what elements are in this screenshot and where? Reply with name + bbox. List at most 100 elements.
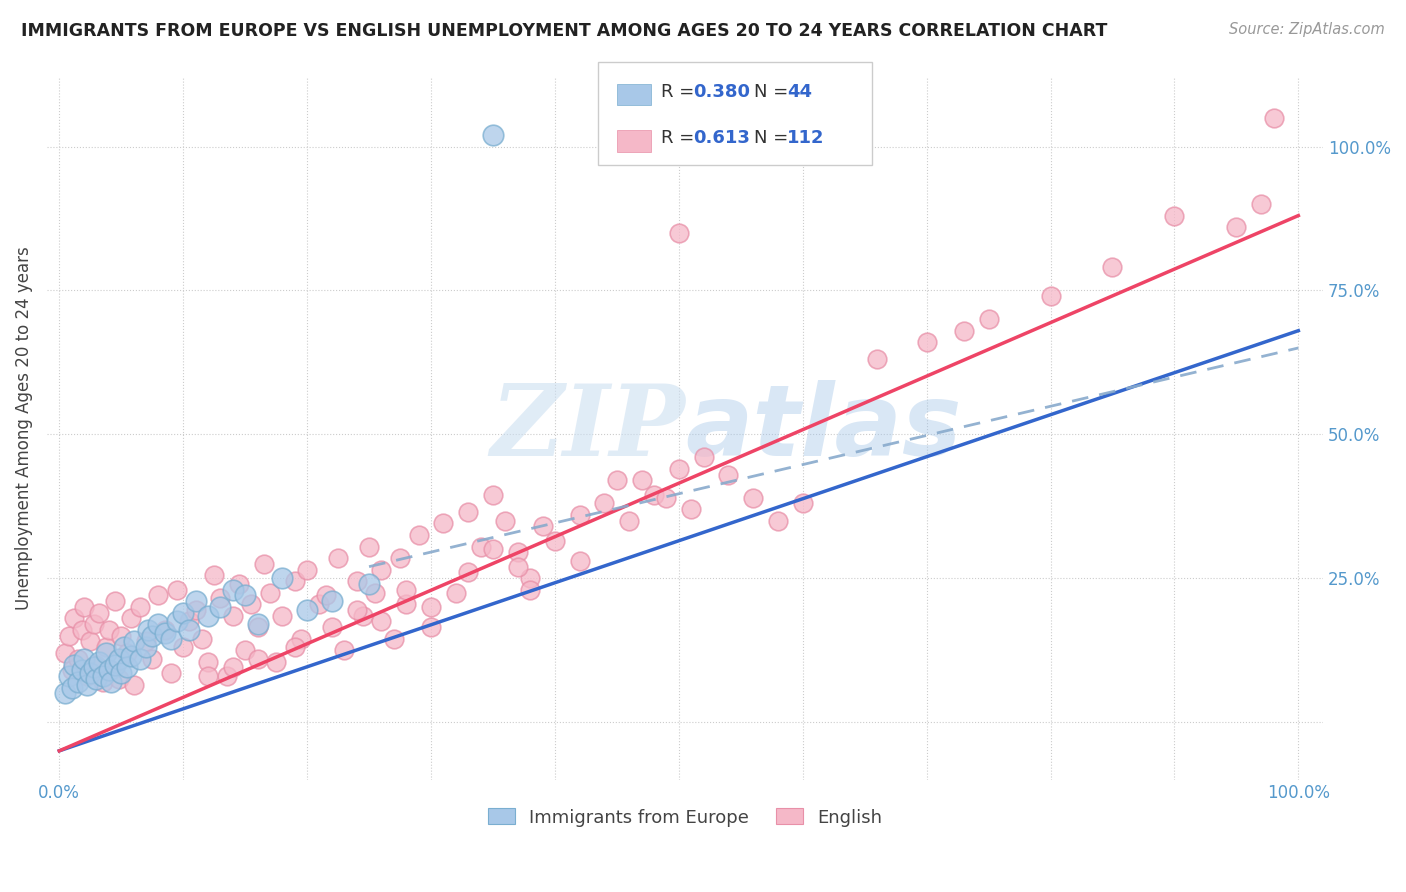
Point (681, 502, 703, 516)
Point (107, 652, 129, 666)
Point (321, 620, 343, 634)
Point (389, 551, 412, 566)
Point (222, 582, 245, 597)
Point (172, 640, 194, 655)
Point (172, 606, 194, 620)
Point (122, 634, 145, 648)
Point (568, 554, 591, 568)
Point (202, 568, 225, 582)
Point (506, 545, 529, 559)
Point (153, 623, 176, 637)
Point (1263, 111, 1285, 125)
Point (482, 128, 505, 142)
Point (96, 640, 118, 655)
Point (630, 473, 652, 487)
Point (321, 594, 343, 608)
Point (148, 589, 170, 603)
Point (70, 623, 93, 637)
Point (73, 599, 96, 614)
Point (593, 496, 616, 510)
Text: R =: R = (661, 83, 700, 101)
Point (159, 632, 181, 646)
Text: 112: 112 (787, 129, 825, 147)
Point (420, 620, 443, 634)
Text: 44: 44 (787, 83, 813, 101)
Legend: Immigrants from Europe, English: Immigrants from Europe, English (481, 801, 890, 834)
Point (519, 582, 541, 597)
Point (148, 617, 170, 632)
Point (246, 617, 269, 632)
Point (370, 615, 392, 629)
Point (179, 615, 201, 629)
Point (86, 657, 108, 672)
Point (100, 663, 122, 677)
Point (79, 634, 101, 648)
Point (240, 597, 263, 611)
Point (86, 672, 108, 686)
Point (91, 669, 114, 683)
Point (184, 603, 207, 617)
Point (717, 467, 740, 482)
Point (470, 540, 492, 554)
Text: IMMIGRANTS FROM EUROPE VS ENGLISH UNEMPLOYMENT AMONG AGES 20 TO 24 YEARS CORRELA: IMMIGRANTS FROM EUROPE VS ENGLISH UNEMPL… (21, 22, 1108, 40)
Y-axis label: Unemployment Among Ages 20 to 24 years: Unemployment Among Ages 20 to 24 years (15, 247, 32, 610)
Text: R =: R = (661, 129, 700, 147)
Point (1225, 220, 1247, 235)
Text: 0.380: 0.380 (693, 83, 751, 101)
Point (87, 655, 110, 669)
Point (60, 681, 83, 695)
Point (104, 657, 127, 672)
Point (222, 660, 245, 674)
Point (271, 571, 294, 585)
Point (233, 589, 256, 603)
Point (184, 594, 207, 608)
Point (326, 551, 349, 566)
Point (766, 514, 789, 528)
Point (253, 557, 276, 571)
Point (141, 629, 163, 643)
Point (166, 615, 188, 629)
Point (135, 634, 157, 648)
Point (264, 655, 287, 669)
Text: atlas: atlas (685, 380, 962, 477)
Point (457, 505, 479, 519)
Point (444, 585, 467, 599)
Point (271, 608, 294, 623)
Point (197, 669, 219, 683)
Point (117, 646, 139, 660)
Point (619, 514, 641, 528)
Point (76, 669, 98, 683)
Point (506, 559, 529, 574)
Point (191, 632, 214, 646)
Point (233, 643, 256, 657)
Point (141, 652, 163, 666)
Point (107, 672, 129, 686)
Point (209, 599, 232, 614)
Point (209, 591, 232, 606)
Point (197, 655, 219, 669)
Point (58, 629, 80, 643)
Point (742, 491, 765, 505)
Point (606, 473, 628, 487)
Point (346, 574, 368, 588)
Point (357, 540, 380, 554)
Point (83, 660, 105, 674)
Point (866, 352, 889, 367)
Point (494, 514, 516, 528)
Point (96, 646, 118, 660)
Point (395, 582, 418, 597)
Point (692, 450, 714, 465)
Point (290, 632, 312, 646)
Point (284, 640, 307, 655)
Point (346, 603, 368, 617)
Point (222, 608, 245, 623)
Point (915, 335, 938, 350)
Point (284, 574, 307, 588)
Point (122, 678, 145, 692)
Point (120, 648, 142, 663)
Point (308, 597, 330, 611)
Point (215, 669, 238, 683)
Point (87, 606, 110, 620)
Point (1101, 260, 1123, 275)
Point (117, 660, 139, 674)
